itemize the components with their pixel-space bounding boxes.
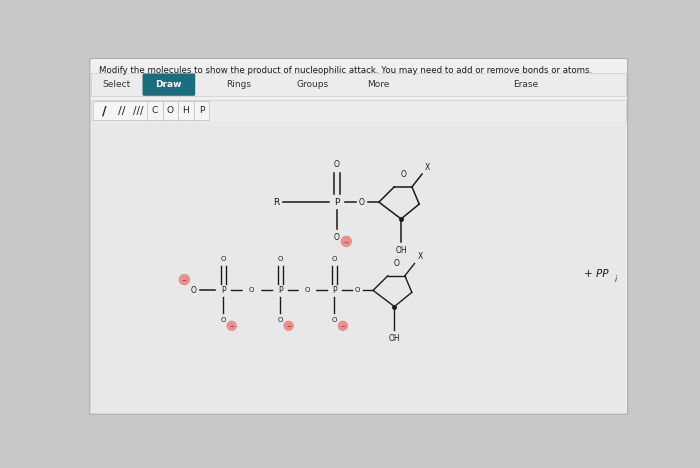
Bar — [92, 73, 626, 96]
Text: C: C — [152, 106, 158, 115]
FancyBboxPatch shape — [147, 101, 162, 120]
Text: P: P — [332, 286, 337, 295]
Text: O: O — [304, 287, 310, 293]
Text: ///: /// — [134, 106, 144, 116]
Text: O: O — [167, 106, 174, 115]
Text: More: More — [367, 80, 389, 89]
FancyBboxPatch shape — [162, 101, 178, 120]
Text: Groups: Groups — [296, 80, 328, 89]
Text: /: / — [102, 104, 107, 117]
Text: −: − — [229, 323, 234, 329]
Text: P: P — [199, 106, 204, 115]
Text: R: R — [273, 197, 279, 206]
FancyBboxPatch shape — [90, 58, 628, 414]
Text: O: O — [334, 233, 340, 242]
Text: Rings: Rings — [226, 80, 251, 89]
Text: OH: OH — [395, 246, 407, 255]
FancyBboxPatch shape — [178, 101, 194, 120]
Text: Draw: Draw — [155, 80, 182, 89]
Text: −: − — [182, 277, 187, 282]
Text: O: O — [355, 287, 360, 293]
Text: O: O — [277, 317, 283, 323]
Text: O: O — [190, 286, 197, 295]
FancyBboxPatch shape — [143, 73, 195, 96]
Text: X: X — [418, 252, 423, 261]
Text: OH: OH — [389, 334, 400, 343]
Text: P: P — [278, 286, 282, 295]
Text: O: O — [359, 197, 365, 206]
Circle shape — [284, 322, 293, 330]
Text: −: − — [344, 239, 349, 244]
Text: Modify the molecules to show the product of nucleophilic attack. You may need to: Modify the molecules to show the product… — [99, 66, 592, 75]
Text: Erase: Erase — [513, 80, 538, 89]
Text: O: O — [334, 160, 340, 169]
Text: //: // — [118, 106, 125, 116]
Text: i: i — [615, 275, 617, 284]
Text: −: − — [286, 323, 291, 329]
Circle shape — [179, 275, 190, 285]
Text: O: O — [400, 170, 406, 179]
Text: O: O — [332, 317, 337, 323]
Circle shape — [338, 322, 347, 330]
Text: O: O — [249, 287, 254, 293]
Bar — [92, 100, 626, 122]
FancyBboxPatch shape — [194, 101, 209, 120]
Text: X: X — [425, 163, 430, 172]
Text: O: O — [220, 256, 226, 262]
Text: + PP: + PP — [584, 269, 608, 279]
Text: Select: Select — [103, 80, 131, 89]
Text: P: P — [220, 286, 225, 295]
Bar — [92, 122, 626, 413]
Text: H: H — [183, 106, 189, 115]
Text: O: O — [332, 256, 337, 262]
Text: O: O — [220, 317, 226, 323]
Text: O: O — [277, 256, 283, 262]
Circle shape — [228, 322, 236, 330]
Circle shape — [342, 236, 351, 246]
Text: −: − — [340, 323, 346, 329]
Text: P: P — [335, 197, 339, 206]
FancyBboxPatch shape — [93, 101, 150, 120]
Text: O: O — [393, 259, 399, 268]
